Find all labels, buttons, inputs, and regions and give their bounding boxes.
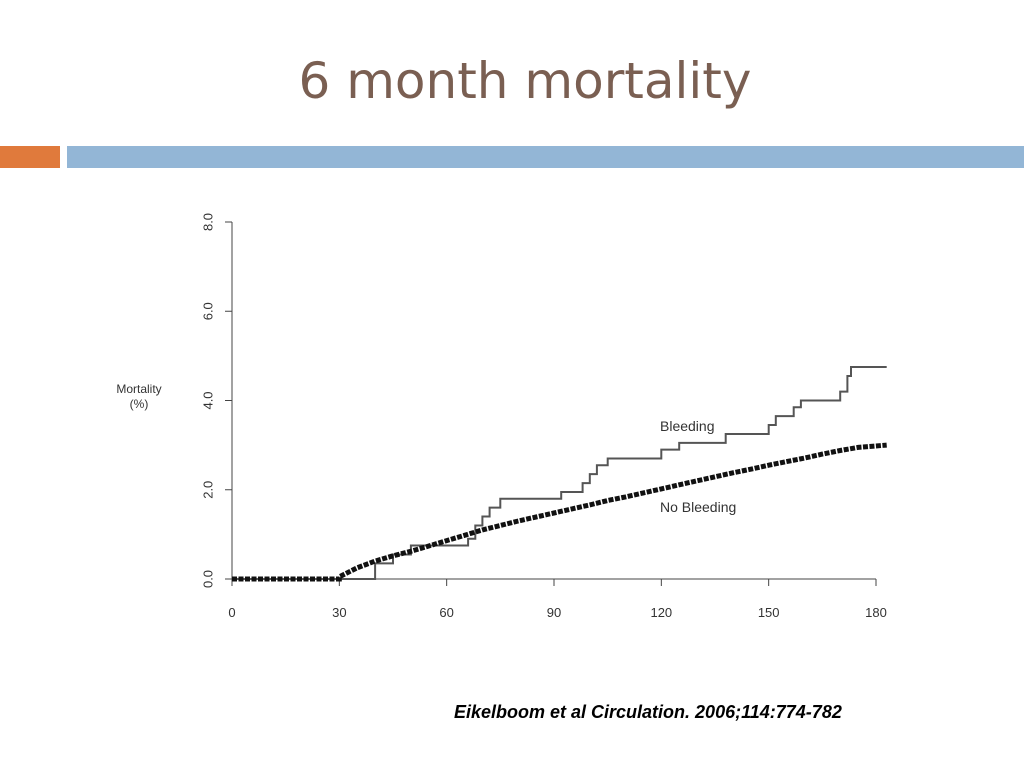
citation: Eikelboom et al Circulation. 2006;114:77… [454,702,842,722]
series-label-no-bleeding: No Bleeding [660,499,736,515]
x-tick-label: 0 [228,605,235,620]
y-axis-label: Mortality [116,382,161,396]
chart-series [232,366,887,582]
series-label-bleeding: Bleeding [660,418,715,434]
x-tick-label: 30 [332,605,346,620]
chart-labels: Bleeding No Bleeding [660,418,736,515]
x-tick-label: 180 [865,605,887,620]
accent-bar-blue [67,146,1024,168]
series-line-no-bleeding [232,442,887,582]
slide-title: 6 month mortality [298,52,752,110]
y-tick-label: 6.0 [200,302,215,320]
x-tick-label: 60 [439,605,453,620]
y-tick-label: 2.0 [200,481,215,499]
x-tick-label: 150 [758,605,780,620]
y-axis-label: (%) [130,397,149,411]
x-tick-label: 90 [547,605,561,620]
y-tick-label: 4.0 [200,391,215,409]
accent-bar-orange [0,146,60,168]
y-tick-label: 8.0 [200,213,215,231]
y-tick-label: 0.0 [200,570,215,588]
chart-axes: 0.0 2.0 4.0 6.0 8.0 0 30 60 90 120 150 180 Mortality… [116,213,887,620]
series-line-bleeding [232,366,887,580]
x-tick-label: 120 [650,605,672,620]
